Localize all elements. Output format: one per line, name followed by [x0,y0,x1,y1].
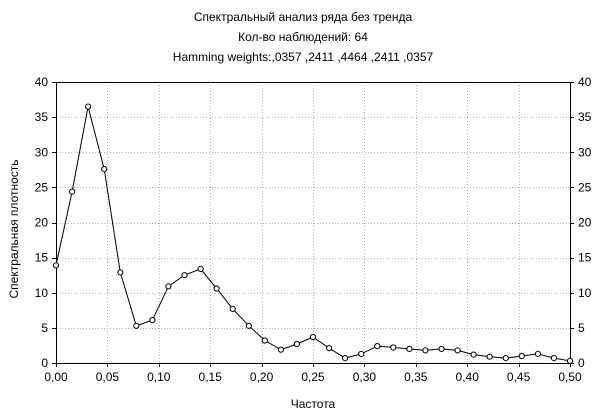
y-axis-tick-labels-left: 0 5 10 15 20 25 30 35 40 [35,75,49,370]
chart-subtitle-weights: Hamming weights:,0357 ,2411 ,4464 ,2411 … [172,50,434,64]
x-tick-label: 0,00 [44,370,68,384]
y-tick-label-right: 5 [578,321,585,335]
plot-frame [56,82,571,364]
data-point [133,322,140,329]
y-tick-label-left: 0 [41,356,48,370]
data-point [550,355,558,362]
y-tick-label-right: 0 [578,356,585,370]
x-tick-label: 0,40 [456,370,480,384]
y-tick-label-left: 25 [35,180,49,194]
x-tick-label: 0,35 [404,370,428,384]
x-tick-label: 0,20 [250,370,274,384]
data-point [277,346,284,353]
y-tick-label-right: 10 [578,286,592,300]
data-point [502,355,509,362]
axis-ticks [52,82,574,367]
series-spectral-density [52,103,574,364]
data-point [197,265,204,272]
y-tick-label-left: 30 [35,145,49,159]
data-point [374,343,381,350]
data-point [470,351,477,358]
y-tick-label-right: 25 [578,180,592,194]
data-point [213,285,220,292]
y-tick-label-left: 15 [35,251,49,265]
y-tick-label-left: 20 [35,216,49,230]
data-point [438,345,445,352]
data-point [52,262,60,269]
y-tick-label-left: 35 [35,110,49,124]
data-point [165,283,172,290]
data-point [261,337,268,344]
grid [56,82,570,363]
y-axis-tick-labels-right: 0 5 10 15 20 25 30 35 40 [578,75,592,370]
data-point [342,355,349,362]
data-point [101,166,108,173]
data-point [358,350,365,357]
y-tick-label-right: 35 [578,110,592,124]
data-point [518,352,525,360]
data-point [534,350,542,357]
x-axis-tick-labels: 0,00 0,05 0,10 0,15 0,20 0,25 0,30 0,35 0,40 0,45… [44,370,582,384]
data-point [566,357,574,364]
x-tick-label: 0,15 [199,370,223,384]
data-point [390,344,397,351]
data-point [117,269,124,276]
y-tick-label-left: 10 [35,286,49,300]
x-tick-label: 0,10 [147,370,171,384]
y-tick-label-right: 20 [578,216,592,230]
x-tick-label: 0,45 [507,370,531,384]
x-tick-label: 0,25 [301,370,325,384]
data-point [229,305,236,312]
data-point [245,322,252,329]
y-tick-label-left: 5 [41,321,48,335]
data-point [422,347,429,354]
x-axis-label: Частота [291,397,336,411]
data-point [181,272,188,279]
data-point [149,317,156,324]
y-tick-label-right: 40 [578,75,592,89]
data-point [326,345,333,352]
y-tick-label-right: 15 [578,251,592,265]
y-tick-label-right: 30 [578,145,592,159]
chart-title: Спектральный анализ ряда без тренда [193,10,413,24]
data-point [406,345,413,352]
y-axis-label: Спектральная плотность [7,159,21,298]
x-tick-label: 0,30 [353,370,377,384]
data-point [309,333,317,341]
data-point [85,103,92,110]
x-tick-label: 0,05 [96,370,120,384]
chart-subtitle-observations: Кол-во наблюдений: 64 [238,30,368,44]
data-point [486,353,493,360]
data-point [69,188,76,195]
data-point [293,340,300,348]
x-tick-label: 0,50 [558,370,582,384]
data-point [454,347,461,354]
y-tick-label-left: 40 [35,75,49,89]
